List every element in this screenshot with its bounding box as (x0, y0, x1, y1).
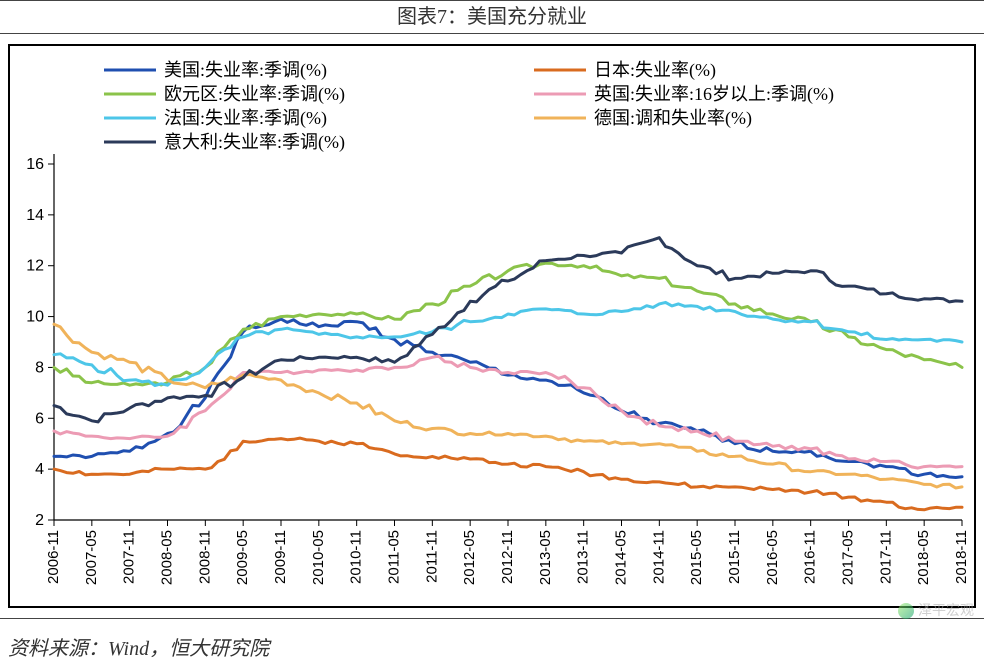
svg-text:12: 12 (26, 258, 44, 275)
svg-text:2: 2 (35, 512, 44, 529)
svg-text:2014-11: 2014-11 (650, 530, 667, 584)
svg-text:2012-05: 2012-05 (461, 530, 478, 585)
svg-text:意大利:失业率:季调(%): 意大利:失业率:季调(%) (164, 132, 345, 153)
svg-text:2017-11: 2017-11 (877, 530, 894, 584)
source-text: 资料来源：Wind，恒大研究院 (8, 632, 269, 661)
chart-title: 图表7：美国充分就业 (0, 0, 984, 34)
chart-area: 2 4 6 8 10 12 14 16 2006-11 2007-05 2007-11 2008-05… (8, 44, 976, 608)
svg-text:2011-05: 2011-05 (386, 530, 403, 584)
svg-text:4: 4 (35, 461, 44, 478)
svg-text:2009-11: 2009-11 (272, 530, 289, 584)
svg-text:2011-11: 2011-11 (423, 530, 440, 583)
svg-text:2015-05: 2015-05 (688, 530, 705, 585)
line-chart-svg: 2 4 6 8 10 12 14 16 2006-11 2007-05 2007-11 2008-05… (10, 46, 974, 606)
svg-text:2010-11: 2010-11 (348, 530, 365, 584)
watermark: 泽平宏观 (898, 600, 974, 620)
svg-text:2013-05: 2013-05 (537, 530, 554, 585)
svg-text:2017-05: 2017-05 (840, 530, 857, 585)
svg-text:2009-05: 2009-05 (234, 530, 251, 585)
svg-text:德国:调和失业率(%): 德国:调和失业率(%) (594, 108, 752, 129)
svg-text:2018-05: 2018-05 (915, 530, 932, 585)
svg-text:14: 14 (26, 207, 44, 224)
svg-text:2008-05: 2008-05 (159, 530, 176, 585)
svg-text:英国:失业率:16岁以上:季调(%): 英国:失业率:16岁以上:季调(%) (594, 84, 834, 105)
svg-text:2018-11: 2018-11 (953, 530, 970, 584)
svg-text:16: 16 (26, 156, 44, 173)
svg-text:2016-05: 2016-05 (764, 530, 781, 585)
svg-text:美国:失业率:季调(%): 美国:失业率:季调(%) (164, 60, 327, 81)
svg-text:日本:失业率(%): 日本:失业率(%) (594, 60, 716, 81)
svg-text:2013-11: 2013-11 (575, 530, 592, 584)
svg-text:2016-11: 2016-11 (802, 530, 819, 584)
footer-rule (0, 618, 984, 619)
watermark-text: 泽平宏观 (918, 602, 974, 618)
svg-text:2007-11: 2007-11 (121, 530, 138, 584)
svg-text:2007-05: 2007-05 (83, 530, 100, 585)
svg-text:2012-11: 2012-11 (499, 530, 516, 584)
svg-text:8: 8 (35, 359, 44, 376)
svg-text:2008-11: 2008-11 (196, 530, 213, 584)
svg-text:2006-11: 2006-11 (45, 530, 62, 584)
svg-text:6: 6 (35, 410, 44, 427)
svg-text:2014-05: 2014-05 (613, 530, 630, 585)
svg-text:法国:失业率:季调(%): 法国:失业率:季调(%) (164, 108, 327, 129)
svg-text:2010-05: 2010-05 (310, 530, 327, 585)
svg-text:10: 10 (26, 309, 44, 326)
svg-text:欧元区:失业率:季调(%): 欧元区:失业率:季调(%) (164, 84, 345, 105)
svg-text:2015-11: 2015-11 (726, 530, 743, 584)
